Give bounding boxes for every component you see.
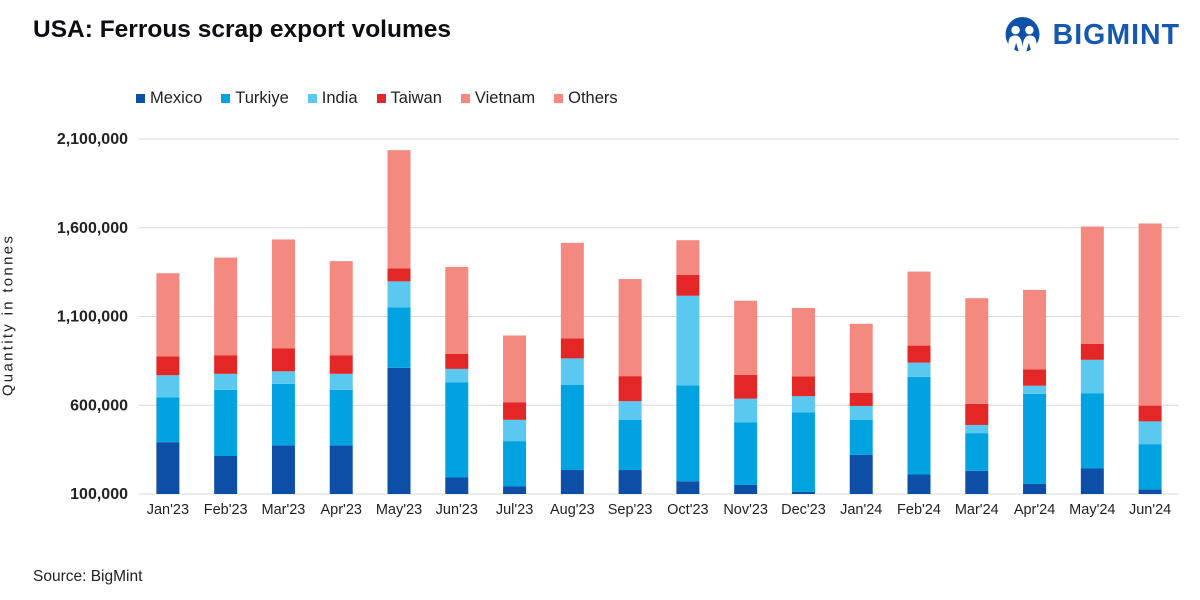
svg-text:Jan'23: Jan'23 [147, 502, 189, 518]
svg-text:Jun'24: Jun'24 [1129, 502, 1171, 518]
svg-text:Oct'23: Oct'23 [667, 502, 708, 518]
svg-text:May'23: May'23 [376, 502, 422, 518]
svg-text:Mar'24: Mar'24 [955, 502, 999, 518]
svg-text:Aug'23: Aug'23 [550, 502, 595, 518]
svg-text:Sep'23: Sep'23 [608, 502, 653, 518]
svg-text:1,600,000: 1,600,000 [57, 220, 128, 237]
svg-text:Nov'23: Nov'23 [723, 502, 768, 518]
svg-text:Jun'23: Jun'23 [436, 502, 478, 518]
svg-text:2,100,000: 2,100,000 [57, 131, 128, 148]
svg-text:600,000: 600,000 [70, 397, 128, 414]
svg-text:100,000: 100,000 [70, 486, 128, 503]
svg-text:Apr'23: Apr'23 [320, 502, 361, 518]
svg-text:Feb'24: Feb'24 [897, 502, 941, 518]
svg-text:1,100,000: 1,100,000 [57, 309, 128, 326]
svg-text:Mar'23: Mar'23 [262, 502, 306, 518]
svg-text:Feb'23: Feb'23 [204, 502, 248, 518]
svg-text:Dec'23: Dec'23 [781, 502, 826, 518]
svg-text:Jan'24: Jan'24 [840, 502, 882, 518]
svg-text:May'24: May'24 [1069, 502, 1115, 518]
svg-text:Apr'24: Apr'24 [1014, 502, 1055, 518]
svg-text:Jul'23: Jul'23 [496, 502, 533, 518]
